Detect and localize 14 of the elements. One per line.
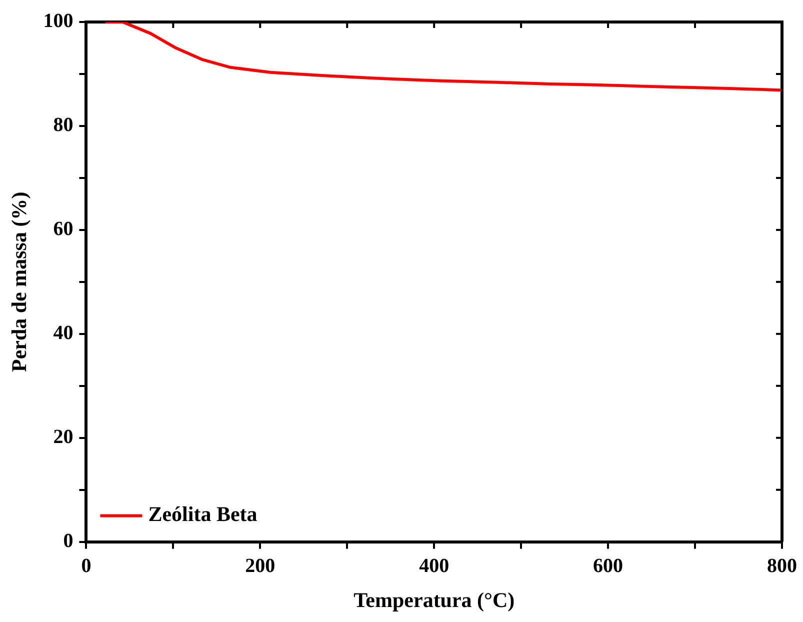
- x-axis-title: Temperatura (°C): [354, 588, 515, 612]
- x-tick-label: 0: [81, 554, 92, 577]
- y-tick-label: 60: [53, 218, 74, 240]
- legend-label: Zeólita Beta: [148, 502, 258, 526]
- x-tick-label: 600: [593, 554, 624, 577]
- y-tick-label: 100: [43, 10, 74, 32]
- y-tick-label: 80: [53, 114, 74, 136]
- y-tick-label: 40: [53, 322, 74, 344]
- y-tick-label: 0: [63, 530, 74, 552]
- x-tick-label: 200: [245, 554, 276, 577]
- x-tick-label: 800: [767, 554, 797, 577]
- x-tick-label: 400: [419, 554, 450, 577]
- y-axis-title: Perda de massa (%): [7, 192, 32, 372]
- y-tick-label: 20: [53, 426, 74, 448]
